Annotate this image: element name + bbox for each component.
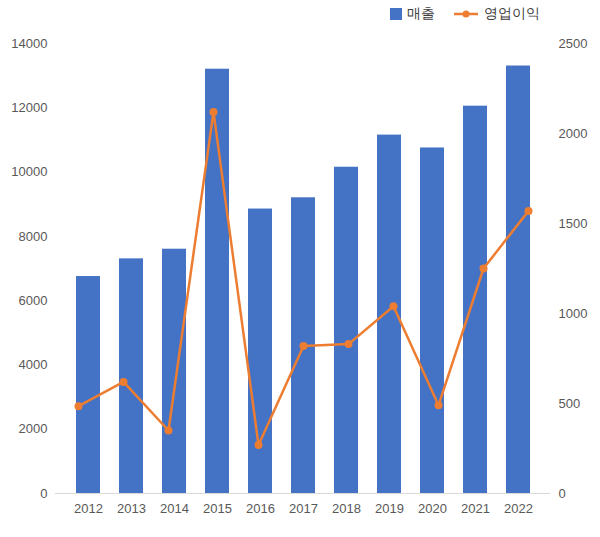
html-text:매출: 매출 — [407, 5, 435, 21]
svg-text:14000: 14000 — [11, 36, 47, 51]
svg-text:4000: 4000 — [19, 357, 48, 372]
svg-text:2015: 2015 — [203, 501, 232, 516]
svg-text:2021: 2021 — [461, 501, 490, 516]
svg-text:0: 0 — [559, 486, 566, 501]
svg-text:2022: 2022 — [504, 501, 533, 516]
svg-text:8000: 8000 — [19, 229, 48, 244]
svg-text:6000: 6000 — [19, 293, 48, 308]
svg-text:1000: 1000 — [559, 306, 588, 321]
svg-text:1500: 1500 — [559, 216, 588, 231]
svg-text:2000: 2000 — [19, 421, 48, 436]
svg-text:2500: 2500 — [559, 36, 588, 51]
html-text:영업이익: 영업이익 — [484, 5, 540, 21]
svg-text:2013: 2013 — [117, 501, 146, 516]
svg-text:2012: 2012 — [74, 501, 103, 516]
svg-text:2017: 2017 — [289, 501, 318, 516]
svg-text:0: 0 — [40, 486, 47, 501]
svg-text:2016: 2016 — [246, 501, 275, 516]
svg-text:12000: 12000 — [11, 100, 47, 115]
svg-text:2018: 2018 — [332, 501, 361, 516]
svg-text:500: 500 — [559, 396, 581, 411]
svg-text:2014: 2014 — [160, 501, 189, 516]
svg-text:10000: 10000 — [11, 164, 47, 179]
svg-text:2000: 2000 — [559, 126, 588, 141]
svg-text:2019: 2019 — [375, 501, 404, 516]
svg-text:2020: 2020 — [418, 501, 447, 516]
